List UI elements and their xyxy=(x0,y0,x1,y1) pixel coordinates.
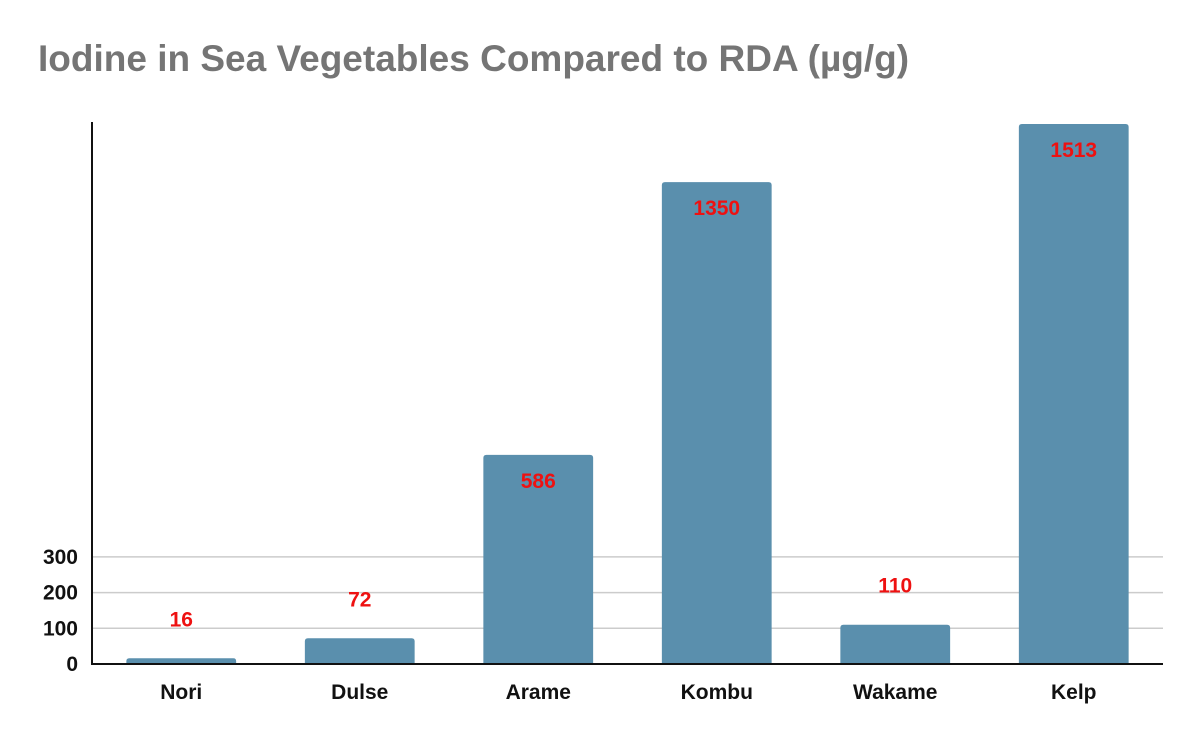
y-tick-label-200: 200 xyxy=(43,582,78,605)
bar-nori xyxy=(126,658,237,664)
bar-kombu xyxy=(661,182,772,664)
data-label-nori: 16 xyxy=(170,608,193,631)
bar-dulse xyxy=(304,638,415,664)
y-tick-label-100: 100 xyxy=(43,617,78,640)
y-tick-label-300: 300 xyxy=(43,546,78,569)
x-tick-label-dulse: Dulse xyxy=(331,681,388,704)
bar-kelp xyxy=(1018,124,1129,664)
x-tick-label-nori: Nori xyxy=(160,681,202,704)
data-label-arame: 586 xyxy=(521,470,556,493)
y-tick-label-0: 0 xyxy=(66,653,78,676)
data-label-kelp: 1513 xyxy=(1050,139,1097,162)
chart-title: Iodine in Sea Vegetables Compared to RDA… xyxy=(38,38,910,79)
x-tick-label-arame: Arame xyxy=(506,681,571,704)
data-label-kombu: 1350 xyxy=(693,197,740,220)
data-label-dulse: 72 xyxy=(348,588,371,611)
x-tick-label-wakame: Wakame xyxy=(853,681,937,704)
data-label-wakame: 110 xyxy=(878,575,912,598)
x-tick-label-kelp: Kelp xyxy=(1051,681,1097,704)
x-tick-label-kombu: Kombu xyxy=(681,681,753,704)
bar-wakame xyxy=(840,624,951,664)
bar-arame xyxy=(483,454,594,664)
